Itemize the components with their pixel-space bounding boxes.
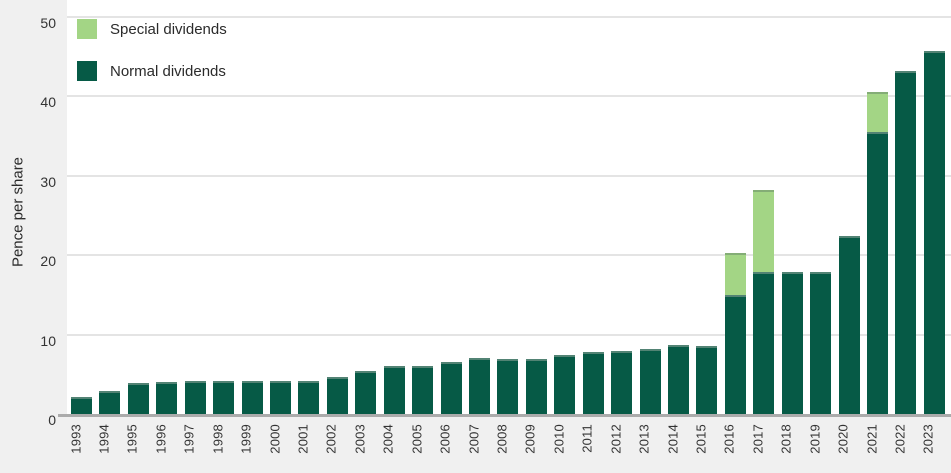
bar-normal-2014 — [668, 344, 690, 414]
x-tick-label-1999: 1999 — [238, 424, 254, 454]
bar-normal-2021 — [867, 132, 889, 414]
bar-normal-2020 — [838, 236, 860, 414]
bar-normal-1997 — [184, 380, 206, 414]
y-tick-label: 40 — [40, 94, 56, 111]
legend-label: Normal dividends — [110, 62, 226, 80]
bar-special-2016 — [724, 252, 746, 295]
y-tick-label: 0 — [48, 412, 56, 428]
bar-normal-2015 — [696, 345, 718, 414]
x-tick-label-2012: 2012 — [608, 424, 624, 454]
bar-normal-2005 — [412, 365, 434, 414]
gridline-30 — [67, 174, 951, 177]
plot-area — [67, 0, 951, 414]
x-tick-label-2001: 2001 — [295, 424, 311, 454]
x-tick-label-2011: 2011 — [579, 424, 595, 453]
gridline-10 — [67, 333, 951, 336]
gridline-40 — [67, 95, 951, 98]
legend-item-special-dividends: Special dividends — [77, 19, 227, 39]
bar-normal-1998 — [213, 380, 235, 414]
x-tick-label-2004: 2004 — [380, 424, 396, 454]
x-tick-label-2017: 2017 — [750, 424, 766, 454]
x-tick-label-2003: 2003 — [352, 424, 368, 454]
y-tick-label: 50 — [40, 15, 56, 31]
y-tick-label: 30 — [40, 173, 56, 190]
bar-normal-2007 — [469, 358, 491, 414]
bar-normal-2019 — [810, 271, 832, 414]
x-tick-label-2023: 2023 — [920, 424, 936, 454]
x-tick-label-2010: 2010 — [551, 424, 567, 454]
x-tick-label-2000: 2000 — [267, 424, 282, 454]
bar-normal-2023 — [923, 51, 945, 414]
bar-normal-2003 — [355, 371, 377, 414]
bar-normal-1993 — [71, 396, 92, 414]
legend-label: Special dividends — [110, 20, 227, 38]
bar-normal-1999 — [241, 380, 263, 414]
x-tick-label-2005: 2005 — [409, 424, 425, 454]
chart-legend: Special dividends Normal dividends — [77, 19, 227, 103]
bar-normal-2001 — [298, 381, 320, 414]
bar-special-2021 — [867, 91, 889, 133]
gridline-20 — [67, 254, 951, 257]
bar-normal-2009 — [525, 359, 547, 414]
bar-normal-2013 — [639, 348, 661, 414]
bar-normal-2016 — [724, 294, 746, 414]
legend-item-normal-dividends: Normal dividends — [77, 61, 227, 81]
x-tick-label-2021: 2021 — [864, 424, 880, 454]
x-tick-label-2016: 2016 — [721, 424, 737, 454]
x-tick-label-1998: 1998 — [210, 424, 226, 454]
x-tick-label-2022: 2022 — [892, 424, 908, 454]
bar-normal-2022 — [895, 70, 917, 414]
normal-dividends-swatch — [77, 61, 97, 81]
bar-normal-1995 — [127, 383, 149, 414]
x-tick-label-2007: 2007 — [466, 424, 482, 454]
x-tick-label-2018: 2018 — [778, 424, 794, 454]
x-tick-label-2013: 2013 — [636, 424, 652, 454]
x-axis-line — [58, 414, 951, 417]
bar-normal-2004 — [383, 366, 405, 414]
bar-special-2017 — [753, 190, 775, 272]
y-tick-label: 20 — [40, 253, 56, 270]
bar-normal-2000 — [270, 381, 291, 414]
bar-normal-1994 — [99, 390, 121, 414]
bar-normal-2012 — [611, 351, 633, 414]
bar-normal-2017 — [753, 271, 775, 414]
bar-normal-2006 — [440, 362, 462, 414]
x-tick-label-2008: 2008 — [494, 424, 510, 454]
x-tick-label-2009: 2009 — [522, 424, 538, 454]
x-tick-label-2006: 2006 — [437, 424, 453, 454]
bar-normal-2011 — [582, 352, 604, 414]
gridline-50 — [67, 16, 951, 18]
special-dividends-swatch — [77, 19, 97, 39]
bar-normal-2018 — [781, 271, 803, 414]
bar-normal-2002 — [326, 376, 348, 414]
y-tick-label: 10 — [40, 332, 56, 349]
x-tick-label-2020: 2020 — [835, 424, 851, 454]
x-tick-label-1995: 1995 — [124, 424, 140, 454]
x-tick-label-1994: 1994 — [96, 424, 112, 454]
x-tick-label-1996: 1996 — [153, 424, 169, 454]
x-tick-label-1993: 1993 — [68, 424, 83, 454]
x-tick-label-2002: 2002 — [323, 424, 339, 454]
x-tick-label-2019: 2019 — [807, 424, 823, 454]
bar-normal-1996 — [156, 382, 178, 414]
bar-normal-2010 — [554, 355, 576, 414]
bar-normal-2008 — [497, 359, 519, 414]
x-tick-label-2014: 2014 — [665, 424, 681, 454]
x-tick-label-1997: 1997 — [181, 424, 197, 454]
x-tick-label-2015: 2015 — [693, 424, 709, 454]
